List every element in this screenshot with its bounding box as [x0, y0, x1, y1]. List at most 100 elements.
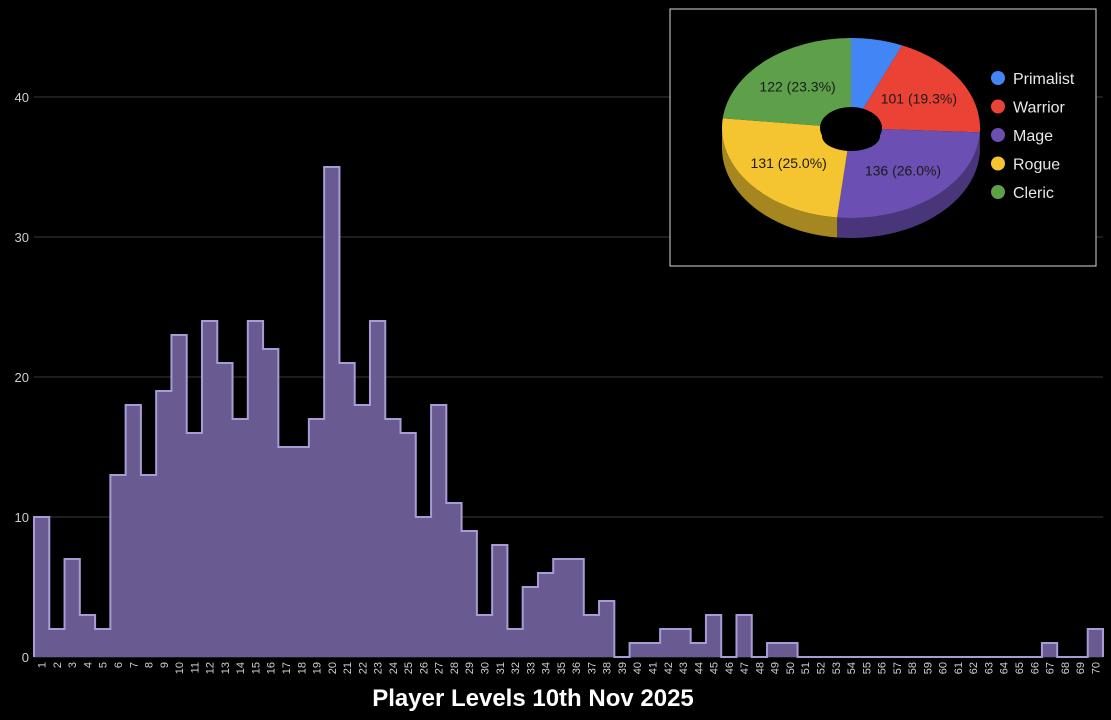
histogram-bar — [461, 531, 478, 657]
histogram-bar — [232, 419, 249, 657]
legend-swatch-cleric — [991, 185, 1005, 199]
x-tick-label: 45 — [709, 662, 721, 674]
chart-title: Player Levels 10th Nov 2025 — [372, 685, 694, 712]
histogram-bar — [431, 405, 447, 657]
x-tick-label: 17 — [281, 662, 293, 674]
x-tick-label: 5 — [98, 662, 110, 668]
histogram-bar — [476, 615, 493, 657]
x-tick-label: 30 — [480, 662, 492, 674]
x-tick-label: 50 — [785, 662, 797, 674]
histogram-bar — [79, 615, 96, 657]
histogram-bar — [324, 167, 340, 657]
x-tick-label: 4 — [82, 662, 94, 668]
histogram-bar — [369, 321, 386, 657]
x-tick-label: 7 — [128, 662, 140, 668]
pie-3d-sides — [722, 128, 980, 238]
legend-label-mage: Mage — [1013, 128, 1053, 145]
x-tick-label: 66 — [1029, 662, 1041, 674]
histogram-bar — [49, 629, 66, 657]
legend-swatch-mage — [991, 128, 1005, 142]
histogram-bar — [140, 475, 157, 657]
pie-side-mage — [837, 132, 980, 238]
pie-slice-labels: 101 (19.3%) 136 (26.0%) 131 (25.0%) 122 (23… — [751, 78, 957, 178]
x-tick-label: 26 — [418, 662, 430, 674]
x-tick-label: 43 — [678, 662, 690, 674]
x-tick-label: 67 — [1045, 662, 1057, 674]
x-tick-label: 8 — [144, 662, 156, 668]
histogram-bar — [690, 643, 707, 657]
histogram-bar — [583, 615, 600, 657]
pie-slice-label: 122 (23.3%) — [759, 78, 835, 94]
histogram-bar — [660, 629, 676, 657]
x-tick-label: 53 — [831, 662, 843, 674]
y-tick-label: 10 — [15, 510, 29, 525]
x-tick-label: 42 — [663, 662, 675, 674]
histogram-bar — [767, 643, 783, 657]
x-tick-label: 38 — [602, 662, 614, 674]
histogram-bar — [354, 405, 371, 657]
x-tick-label: 63 — [983, 662, 995, 674]
legend-swatch-rogue — [991, 156, 1005, 171]
x-tick-label: 44 — [693, 662, 705, 674]
x-tick-label: 60 — [938, 662, 950, 674]
histogram-bar — [263, 349, 279, 657]
x-tick-label: 22 — [357, 662, 369, 674]
histogram-bar — [110, 475, 127, 657]
histogram-bar — [629, 643, 646, 657]
x-tick-label: 15 — [250, 662, 262, 674]
histogram-bar — [705, 615, 722, 657]
x-tick-label: 64 — [999, 662, 1011, 674]
x-tick-label: 16 — [266, 662, 278, 674]
pie-hole-center — [822, 121, 880, 151]
pie-slice-cleric — [722, 38, 851, 126]
x-tick-label: 25 — [403, 662, 415, 674]
x-tick-label: 37 — [586, 662, 598, 674]
x-tick-label: 61 — [953, 662, 965, 674]
histogram-bar — [568, 559, 585, 657]
histogram-bar — [64, 559, 81, 657]
x-tick-label: 49 — [770, 662, 782, 674]
x-tick-label: 10 — [174, 662, 186, 674]
histogram-bar — [537, 573, 554, 657]
pie-hole — [822, 121, 880, 151]
histogram-bar — [156, 391, 172, 657]
pie-slices — [721, 38, 980, 218]
x-tick-label: 33 — [525, 662, 537, 674]
histogram-bar — [736, 615, 753, 657]
y-tick-label: 0 — [22, 650, 29, 665]
x-tick-label: 35 — [556, 662, 568, 674]
histogram-bar — [782, 643, 799, 657]
pie-slice-mage — [837, 129, 980, 218]
x-tick-label: 68 — [1060, 662, 1072, 674]
x-tick-label: 24 — [388, 662, 400, 674]
histogram-area — [33, 166, 1104, 658]
pie-slice-rogue — [721, 118, 848, 218]
x-tick-label: 34 — [541, 662, 553, 674]
x-tick-label: 18 — [296, 662, 308, 674]
x-tick-label: 36 — [571, 662, 583, 674]
histogram-bar — [34, 517, 50, 657]
legend-label-rogue: Rogue — [1013, 157, 1060, 174]
pie-chart-panel: 101 (19.3%) 136 (26.0%) 131 (25.0%) 122 (23… — [669, 8, 1097, 267]
y-tick-label: 40 — [15, 90, 29, 105]
x-tick-label: 13 — [220, 662, 232, 674]
x-tick-label: 6 — [113, 662, 125, 668]
histogram-bar — [247, 321, 264, 657]
histogram-bar — [675, 629, 692, 657]
pie-slice-label: 101 (19.3%) — [881, 90, 957, 106]
histogram-bar — [293, 447, 310, 657]
histogram-outline — [33, 166, 1104, 658]
x-tick-label: 20 — [327, 662, 339, 674]
x-tick-label: 14 — [235, 662, 247, 674]
x-tick-label: 2 — [52, 662, 64, 668]
x-tick-label: 12 — [205, 662, 217, 674]
x-tick-label: 65 — [1014, 662, 1026, 674]
x-tick-label: 29 — [464, 662, 476, 674]
histogram-bar — [171, 335, 188, 657]
legend-label-cleric: Cleric — [1013, 185, 1054, 202]
legend-swatch-warrior — [991, 99, 1005, 114]
histogram-bar — [95, 629, 111, 657]
pie-slice-warrior — [863, 45, 980, 133]
histogram-bar — [278, 447, 295, 657]
